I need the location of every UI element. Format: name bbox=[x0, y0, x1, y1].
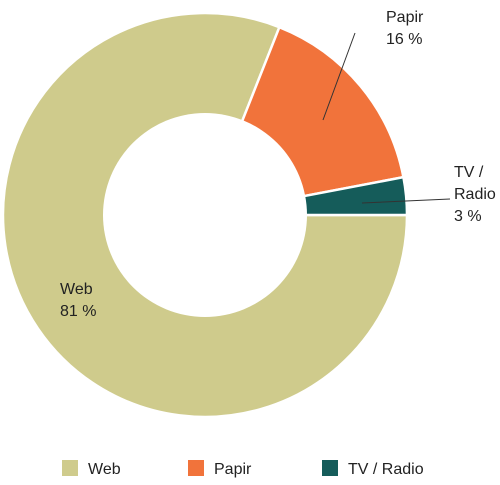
leader-line-papir bbox=[322, 32, 356, 121]
legend: Web Papir TV / Radio bbox=[62, 460, 424, 478]
leader-line-tv-radio bbox=[361, 198, 451, 204]
legend-label-tv-radio: TV / Radio bbox=[348, 461, 424, 478]
donut-hole bbox=[103, 113, 307, 317]
leader-lines bbox=[322, 32, 451, 204]
legend-label-web: Web bbox=[88, 461, 121, 478]
legend-swatch-web bbox=[62, 460, 78, 476]
slice-labels: Web 81 % Papir 16 % TV / Radio 3 % bbox=[60, 9, 496, 320]
legend-swatch-tv-radio bbox=[322, 460, 338, 476]
label-tv-radio: TV / Radio 3 % bbox=[454, 164, 496, 225]
label-papir: Papir 16 % bbox=[386, 9, 424, 48]
legend-swatch-papir bbox=[188, 460, 204, 476]
label-web: Web 81 % bbox=[60, 281, 96, 320]
legend-label-papir: Papir bbox=[214, 461, 252, 478]
